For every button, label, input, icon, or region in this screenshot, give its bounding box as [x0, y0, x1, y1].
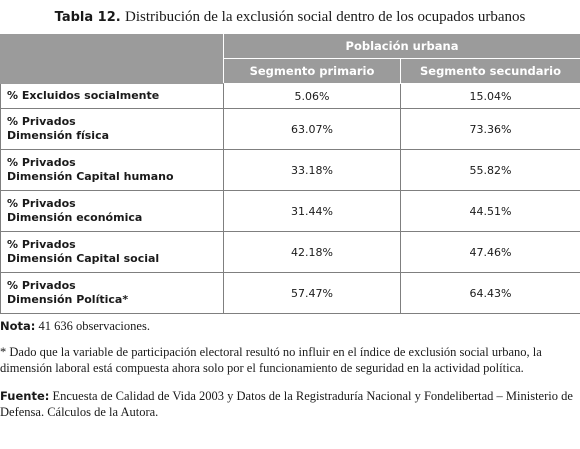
cell-secundario: 15.04% [399, 83, 580, 109]
cell-primario: 33.18% [223, 149, 401, 191]
header-poblacion-urbana: Población urbana [222, 33, 580, 59]
table-row: % Privados Dimensión física 63.07% 73.36% [0, 108, 580, 150]
header-row-group: Población urbana [0, 33, 580, 84]
table-row: % Privados Dimensión Capital humano 33.18… [0, 149, 580, 191]
note-label: Nota: [0, 319, 36, 333]
table-row: % Excluidos socialmente 5.06% 15.04% [0, 83, 580, 109]
row-label-line1: % Privados [7, 156, 76, 169]
row-label-line2: Dimensión Política* [7, 293, 129, 306]
cell-secundario: 64.43% [399, 272, 580, 314]
source-note: Fuente: Encuesta de Calidad de Vida 2003… [0, 388, 580, 420]
header-blank-cell [0, 33, 224, 84]
row-label-line1: % Excluidos socialmente [7, 89, 160, 102]
row-label: % Excluidos socialmente [0, 83, 224, 109]
row-label: % Privados Dimensión física [0, 108, 224, 150]
cell-primario: 63.07% [223, 108, 401, 150]
cell-secundario: 73.36% [399, 108, 580, 150]
table-row: % Privados Dimensión Política* 57.47% 64.… [0, 272, 580, 314]
source-label: Fuente: [0, 389, 50, 403]
row-label-line1: % Privados [7, 238, 76, 251]
cell-primario: 31.44% [223, 190, 401, 232]
exclusion-table: Población urbana Segmento primario Segme… [0, 33, 580, 314]
row-label: % Privados Dimensión Capital social [0, 231, 224, 273]
table-title: Distribución de la exclusión social dent… [125, 9, 526, 25]
cell-primario: 57.47% [223, 272, 401, 314]
header-segmento-primario: Segmento primario [223, 58, 401, 84]
cell-primario: 42.18% [223, 231, 401, 273]
table-caption: Tabla 12. Distribución de la exclusión s… [0, 9, 580, 26]
row-label: % Privados Dimensión Política* [0, 272, 224, 314]
cell-secundario: 44.51% [399, 190, 580, 232]
table-number: Tabla 12. [54, 10, 121, 25]
cell-secundario: 55.82% [399, 149, 580, 191]
row-label-line1: % Privados [7, 197, 76, 210]
row-label: % Privados Dimensión Capital humano [0, 149, 224, 191]
row-label-line1: % Privados [7, 279, 76, 292]
cell-primario: 5.06% [223, 83, 401, 109]
row-label-line2: Dimensión Capital humano [7, 170, 174, 183]
cell-secundario: 47.46% [399, 231, 580, 273]
footnote: * Dado que la variable de participación … [0, 345, 542, 375]
row-label-line2: Dimensión económica [7, 211, 143, 224]
row-label-line2: Dimensión física [7, 129, 110, 142]
row-label-line2: Dimensión Capital social [7, 252, 160, 265]
header-row-segments: Segmento primario Segmento secundario [1, 58, 580, 84]
row-label-line1: % Privados [7, 115, 76, 128]
table-row: % Privados Dimensión Capital social 42.18… [0, 231, 580, 273]
table-row: % Privados Dimensión económica 31.44% 44.… [0, 190, 580, 232]
header-segmento-secundario: Segmento secundario [399, 58, 580, 84]
table-notes: Nota: 41 636 observaciones. * Dado que l… [0, 318, 580, 420]
note-observations: Nota: 41 636 observaciones. [0, 318, 580, 334]
note-text: 41 636 observaciones. [35, 319, 150, 333]
row-label: % Privados Dimensión económica [0, 190, 224, 232]
source-text: Encuesta de Calidad de Vida 2003 y Datos… [0, 389, 573, 419]
